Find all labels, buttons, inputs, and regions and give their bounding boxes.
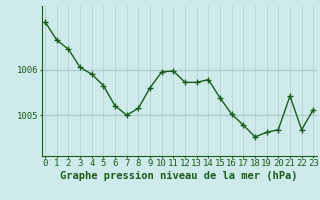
X-axis label: Graphe pression niveau de la mer (hPa): Graphe pression niveau de la mer (hPa)	[60, 171, 298, 181]
